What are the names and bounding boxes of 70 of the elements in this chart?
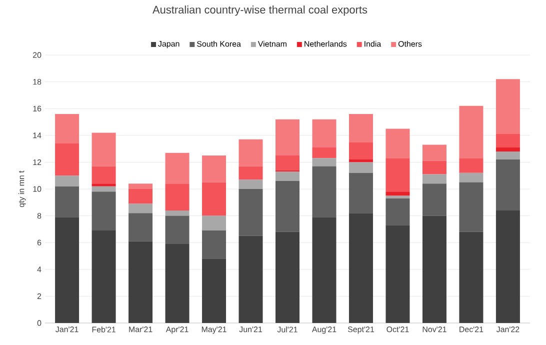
bar	[55, 186, 80, 218]
bar	[276, 172, 300, 181]
bar	[128, 213, 153, 242]
bar	[496, 147, 520, 152]
bar	[348, 213, 373, 323]
bar	[386, 128, 410, 158]
bar	[312, 147, 336, 158]
bar	[128, 189, 153, 204]
bar	[312, 158, 336, 166]
bar	[348, 162, 373, 173]
bar	[92, 192, 116, 231]
bar	[312, 166, 336, 218]
bar	[55, 176, 80, 186]
bar	[422, 174, 446, 184]
bar	[128, 204, 153, 214]
bar	[422, 144, 446, 161]
bar	[348, 172, 373, 214]
bar	[92, 230, 116, 323]
bar	[386, 198, 410, 226]
bar	[238, 139, 263, 166]
bar	[496, 79, 520, 134]
bar	[496, 160, 520, 210]
bar	[386, 225, 410, 323]
bar	[386, 158, 410, 192]
bar	[459, 158, 484, 173]
bar	[202, 230, 226, 259]
bar	[496, 151, 520, 160]
bar	[312, 119, 336, 148]
bar	[459, 182, 484, 232]
bar	[128, 184, 153, 189]
bar	[238, 180, 263, 189]
bar	[496, 210, 520, 323]
bar	[238, 166, 263, 180]
bar	[348, 114, 373, 142]
bar	[276, 232, 300, 323]
bar	[202, 156, 226, 182]
bar	[459, 172, 484, 182]
bar	[165, 216, 190, 244]
bar	[276, 180, 300, 232]
bar	[459, 232, 484, 323]
bar	[422, 184, 446, 216]
bar	[202, 258, 226, 323]
bar	[202, 182, 226, 216]
bar	[165, 152, 190, 184]
bar	[496, 134, 520, 148]
bar	[165, 244, 190, 323]
bar	[422, 216, 446, 323]
bar	[422, 160, 446, 174]
bar	[276, 156, 300, 170]
bar	[92, 132, 116, 166]
bar	[92, 184, 116, 186]
bar	[459, 106, 484, 158]
bar	[238, 189, 263, 236]
bar	[55, 143, 80, 176]
bar	[348, 160, 373, 162]
bar	[202, 216, 226, 231]
bar	[165, 210, 190, 216]
chart-title: Australian country-wise thermal coal exports	[152, 6, 368, 16]
bar	[55, 114, 80, 144]
bar	[55, 217, 80, 323]
bar	[348, 142, 373, 160]
bar	[386, 192, 410, 196]
bar	[276, 119, 300, 156]
bar	[92, 186, 116, 192]
bar	[238, 236, 263, 323]
bar	[312, 217, 336, 323]
bar	[128, 241, 153, 323]
bar	[386, 196, 410, 198]
bar	[165, 184, 190, 210]
bar	[92, 166, 116, 184]
